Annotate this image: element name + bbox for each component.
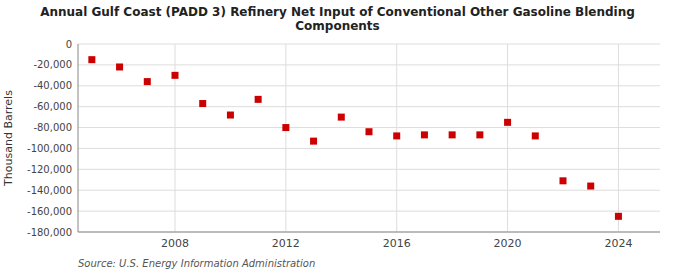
- x-tick-label: 2008: [161, 237, 189, 250]
- point: [560, 177, 567, 184]
- grid-line-y: [78, 127, 660, 128]
- y-tick-label: -160,000: [27, 206, 72, 217]
- grid-line-y: [78, 85, 660, 86]
- point: [338, 114, 345, 121]
- x-axis-line: [78, 232, 660, 233]
- y-tick-label: 0: [66, 39, 72, 50]
- grid: [78, 44, 660, 232]
- y-tick-label: -20,000: [33, 59, 72, 70]
- point: [144, 78, 151, 85]
- point: [532, 132, 539, 139]
- y-tick-label: -100,000: [27, 143, 72, 154]
- point: [366, 128, 373, 135]
- point: [587, 183, 594, 190]
- y-tick-label: -80,000: [33, 122, 72, 133]
- y-tick-label: -180,000: [27, 227, 72, 238]
- point: [282, 124, 289, 131]
- x-tick-label: 2016: [383, 237, 411, 250]
- chart: Annual Gulf Coast (PADD 3) Refinery Net …: [0, 0, 675, 275]
- title-line: Components: [295, 19, 380, 33]
- y-tick-label: -60,000: [33, 101, 72, 112]
- grid-line-y: [78, 211, 660, 212]
- y-tick-label: -40,000: [33, 80, 72, 91]
- x-tick-label: 2024: [604, 237, 632, 250]
- point: [116, 63, 123, 70]
- point: [476, 131, 483, 138]
- grid-line-y: [78, 64, 660, 65]
- title-line: Annual Gulf Coast (PADD 3) Refinery Net …: [40, 5, 635, 19]
- grid-line-y: [78, 44, 660, 45]
- points: [88, 56, 622, 220]
- grid-line-x: [618, 44, 619, 232]
- source: Source: U.S. Energy Information Administ…: [78, 258, 315, 269]
- x-tick-label: 2020: [494, 237, 522, 250]
- grid-line-y: [78, 232, 660, 233]
- x-tick-label: 2012: [272, 237, 300, 250]
- y-axis-line: [78, 44, 79, 232]
- point: [421, 131, 428, 138]
- y-tick-label: -120,000: [27, 164, 72, 175]
- y-axis-label: Thousand Barrels: [2, 90, 15, 187]
- point: [172, 72, 179, 79]
- y-tick-label: -140,000: [27, 185, 72, 196]
- grid-line-x: [285, 44, 286, 232]
- chart-container: Annual Gulf Coast (PADD 3) Refinery Net …: [0, 0, 675, 275]
- grid-line-x: [507, 44, 508, 232]
- point: [449, 131, 456, 138]
- grid-line-y: [78, 169, 660, 170]
- title: Annual Gulf Coast (PADD 3) Refinery Net …: [40, 5, 635, 33]
- point: [227, 112, 234, 119]
- point: [504, 119, 511, 126]
- point: [255, 96, 262, 103]
- point: [199, 100, 206, 107]
- grid-line-y: [78, 190, 660, 191]
- point: [393, 132, 400, 139]
- grid-line-y: [78, 148, 660, 149]
- point: [310, 138, 317, 145]
- point: [615, 213, 622, 220]
- point: [88, 56, 95, 63]
- grid-line-y: [78, 106, 660, 107]
